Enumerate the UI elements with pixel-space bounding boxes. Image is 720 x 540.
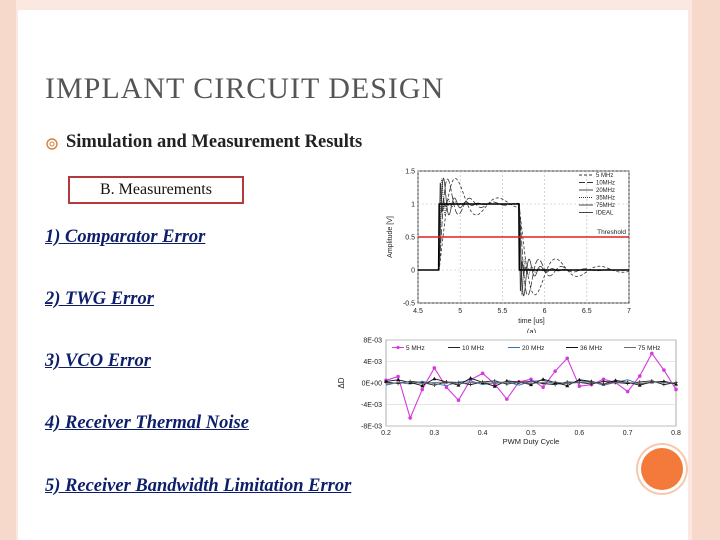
data-point-5mhz [505,397,509,401]
data-point-36mhz [432,376,437,381]
data-point-5mhz [541,385,545,390]
list-item-vco-error[interactable]: 3) VCO Error [45,351,151,371]
x-tick-label: 6 [543,308,547,315]
x-tick-label: 0.3 [429,430,439,437]
y-axis-label: ΔD [337,377,346,388]
y-tick-label: 0E+00 [362,381,383,388]
data-point-10mhz [468,382,473,387]
data-point-5mhz [565,356,570,361]
left-border-inner-stripe [16,0,18,540]
legend-entry: 5 MHz [406,345,425,352]
data-point-5mhz [456,398,461,402]
data-point-5mhz [408,416,412,420]
right-border-inner-stripe [688,0,692,540]
y-tick-label: -0.5 [403,301,415,308]
bullet-icon [46,138,58,150]
legend-marker [396,345,400,350]
data-point-36mhz [384,379,388,383]
duty-cycle-error-chart: 8E-03 4E-03 0E+00 -4E-03 -8E-030.2 0.3 0.4 0.5 0… [337,338,681,447]
data-point-5mhz [480,371,485,376]
data-point-36mhz [504,378,509,383]
x-axis-label: PWM Duty Cycle [503,437,560,446]
data-point-5mhz [529,377,533,382]
y-tick-label: 0 [411,268,415,275]
right-border-stripe [692,0,720,540]
y-tick-label: 8E-03 [363,338,382,345]
x-tick-label: 7 [627,308,631,315]
y-axis-label: Amplitude [V] [387,216,394,258]
legend-entry: 10MHz [596,181,615,187]
data-point-5mhz [601,377,606,382]
data-point-36mhz [529,382,533,387]
left-border-stripe [0,0,16,540]
data-point-10mhz [662,382,666,387]
x-tick-label: 0.4 [478,430,488,437]
comparator-waveform-chart: 4.5 5 5.5 6 6.5 7 1.5 1 0.5 0 -0.5 time [us] (a) Ampl… [387,169,631,334]
bullet-heading: Simulation and Measurement Results [66,132,363,152]
data-point-5mhz [674,387,678,392]
x-tick-label: 4.5 [413,308,423,315]
data-point-5mhz [553,369,557,373]
x-tick-label: 5.5 [498,308,508,315]
data-point-36mhz [674,382,678,386]
x-tick-label: 0.5 [526,430,536,437]
legend-entry: 35MHz [596,196,615,202]
data-point-10mhz [505,382,509,386]
legend-entry: 5 MHz [596,173,613,179]
section-label-box: B. Measurements [68,176,244,204]
data-point-36mhz [577,377,582,382]
x-tick-label: 5 [458,308,462,315]
threshold-label: Threshold [597,229,626,236]
data-point-36mhz [396,377,401,382]
series-line-20mhz [385,379,677,387]
top-border-stripe [16,0,692,10]
series-line-5mhz [418,178,630,296]
data-point-5mhz [577,384,582,389]
y-tick-label: -8E-03 [361,424,382,431]
y-tick-label: 4E-03 [363,359,382,366]
data-point-36mhz [456,383,461,387]
data-point-36mhz [613,378,618,382]
data-point-36mhz [565,383,570,388]
slide-title: IMPLANT CIRCUIT DESIGN [45,72,445,105]
data-point-5mhz [444,385,449,390]
data-point-5mhz [625,389,630,394]
decorative-orange-circle [641,448,683,490]
x-axis-label: time [us] [518,318,545,325]
list-item-comparator-error[interactable]: 1) Comparator Error [45,227,206,247]
x-tick-label: 0.6 [574,430,584,437]
series-line-ideal [418,203,629,271]
x-tick-label: 0.7 [623,430,633,437]
y-tick-label: 1 [411,202,415,209]
chart-caption: (a) [527,327,537,333]
data-point-5mhz [662,368,666,372]
list-item-receiver-thermal-noise[interactable]: 4) Receiver Thermal Noise [45,413,249,433]
data-point-5mhz [420,387,425,392]
y-tick-label: 0.5 [405,235,415,242]
legend-entry: 20MHz [596,188,615,194]
data-point-36mhz [492,384,497,388]
legend-entry: IDEAL [596,211,614,217]
data-point-5mhz [650,351,654,356]
x-tick-label: 0.8 [671,430,681,437]
data-point-36mhz [637,383,642,387]
legend-entry: 75 MHz [638,345,660,352]
y-tick-label: -4E-03 [361,402,382,409]
y-tick-label: 1.5 [405,169,415,176]
data-point-5mhz [396,374,400,379]
list-item-twg-error[interactable]: 2) TWG Error [45,289,154,309]
list-item-receiver-bandwidth-error[interactable]: 5) Receiver Bandwidth Limitation Error [45,476,352,496]
data-point-36mhz [541,377,546,381]
x-tick-label: 0.2 [381,430,391,437]
data-point-5mhz [637,374,642,378]
x-tick-label: 6.5 [582,308,592,315]
data-point-36mhz [468,376,473,380]
series-line-75mhz [385,381,677,385]
legend-entry: 20 MHz [522,345,544,352]
data-point-5mhz [432,366,437,370]
legend-entry: 75MHz [596,203,615,209]
legend-entry: 10 MHz [462,345,484,352]
data-point-36mhz [420,383,425,388]
legend-entry: 36 MHz [580,345,602,352]
